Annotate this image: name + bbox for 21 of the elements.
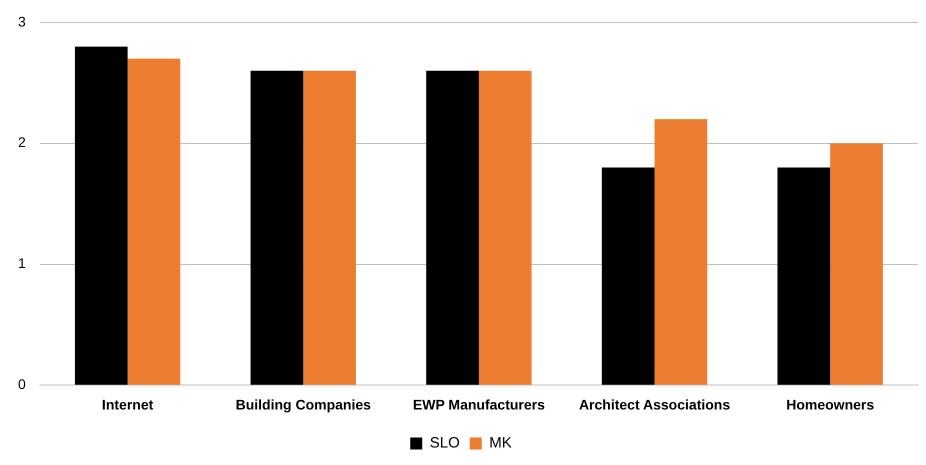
x-tick-label: Building Companies	[236, 396, 372, 412]
bar	[654, 119, 708, 385]
bar	[303, 70, 356, 385]
y-tick-label: 1	[18, 255, 26, 272]
bar	[478, 70, 532, 385]
bar	[602, 168, 655, 385]
bar	[426, 70, 479, 385]
bar	[777, 168, 830, 385]
y-tick-label: 0	[18, 376, 26, 392]
bar	[830, 143, 883, 385]
bar	[250, 70, 304, 385]
x-tick-label: Architect Associations	[578, 396, 730, 412]
bar	[128, 58, 180, 385]
bar	[74, 46, 128, 385]
legend-label: SLO	[430, 434, 460, 452]
x-tick-label: Internet	[102, 396, 154, 412]
legend-label: MK	[489, 434, 512, 452]
y-tick-label: 2	[18, 134, 26, 150]
x-tick-label: EWP Manufacturers	[412, 396, 546, 412]
y-tick-label: 3	[18, 13, 26, 30]
x-tick-label: Homeowners	[786, 396, 874, 412]
